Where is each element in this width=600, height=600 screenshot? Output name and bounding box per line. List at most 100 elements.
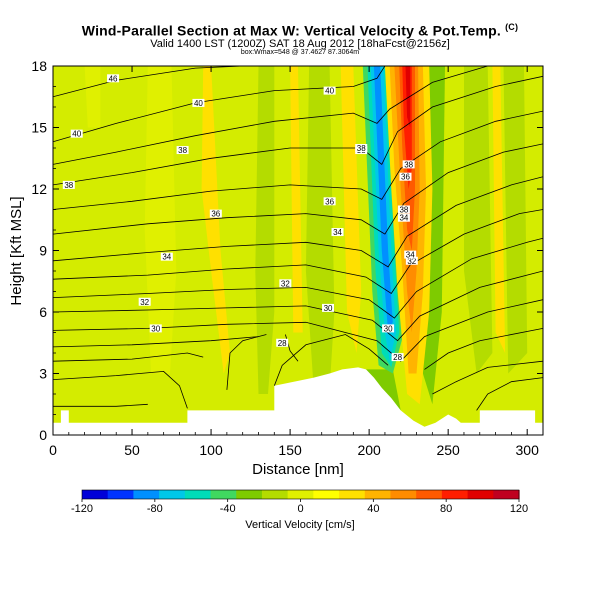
colorbar-cell <box>390 490 417 499</box>
theta-contour <box>53 66 386 143</box>
velocity-band <box>305 66 335 415</box>
theta-contour <box>476 377 543 411</box>
contour-label: 38 <box>64 181 73 190</box>
velocity-band <box>464 66 493 374</box>
contour-label-box <box>160 252 173 261</box>
colorbar-tick-label: -120 <box>71 503 93 515</box>
contour-label-box <box>107 74 120 83</box>
contour-label-box <box>404 250 417 259</box>
contour-label-box <box>331 228 344 237</box>
theta-contour <box>273 334 389 386</box>
contour-label: 30 <box>151 324 160 333</box>
contour-label-box <box>322 303 335 312</box>
contour-label: 40 <box>325 87 334 96</box>
theta-contour <box>53 270 543 342</box>
contour-label-box <box>402 160 415 169</box>
velocity-band <box>405 66 411 128</box>
contour-label-box <box>391 353 404 362</box>
x-tick-label: 50 <box>124 442 140 458</box>
colorbar-cell <box>416 490 443 499</box>
contour-label-box <box>397 213 410 222</box>
colorbar: -120 -80 -40 0 40 80 120 Vertical Velocity [cm… <box>71 489 528 531</box>
colorbar-tick-label: 0 <box>297 503 303 515</box>
velocity-field: 4640403838403836363434323230302838363432… <box>53 66 543 435</box>
colorbar-tick-label: 120 <box>510 503 528 515</box>
colorbar-cell <box>82 490 109 499</box>
contour-label-box <box>399 172 412 181</box>
colorbar-tick-label: -40 <box>220 503 236 515</box>
x-axis-label: Distance [nm] <box>252 461 344 478</box>
y-tick-label: 12 <box>31 181 47 197</box>
theta-contour <box>226 334 267 390</box>
contour-label: 38 <box>399 206 408 215</box>
theta-contour <box>53 370 188 409</box>
contour-label: 46 <box>109 74 118 83</box>
contour-label: 38 <box>357 144 366 153</box>
colorbar-tick-label: 80 <box>440 503 452 515</box>
chart-small-note: box:Wmax=548 @ 37.4627 87.3064m <box>240 49 360 56</box>
theta-contour <box>53 176 543 268</box>
colorbar-label: Vertical Velocity [cm/s] <box>245 519 354 531</box>
y-tick-label: 6 <box>39 304 47 320</box>
x-tick-label: 0 <box>49 442 57 458</box>
x-tick-label: 300 <box>516 442 540 458</box>
colorbar-cell <box>493 490 520 499</box>
y-tick-label: 18 <box>31 58 47 74</box>
contour-label-box <box>209 209 222 218</box>
contour-label-box <box>192 98 205 107</box>
colorbar-cell <box>441 490 469 499</box>
velocity-band <box>84 66 101 128</box>
chart-title: Wind-Parallel Section at Max W: Vertical… <box>81 22 519 39</box>
colorbar-cell <box>261 490 289 499</box>
contour-label: 30 <box>324 304 333 313</box>
contour-label: 34 <box>406 251 415 260</box>
contour-label-box <box>397 205 410 214</box>
colorbar-tick-label: -80 <box>147 503 163 515</box>
contour-label-box <box>62 180 75 189</box>
contour-label-box <box>323 197 336 206</box>
contour-label: 28 <box>278 339 287 348</box>
x-tick-label: 250 <box>436 442 460 458</box>
contour-label: 32 <box>407 257 416 266</box>
contour-label: 34 <box>333 228 342 237</box>
contour-label: 28 <box>393 353 402 362</box>
contour-label: 40 <box>72 130 81 139</box>
colorbar-cell <box>210 490 237 499</box>
contour-label-box <box>149 324 162 333</box>
velocity-band <box>373 66 393 333</box>
theta-contour <box>432 360 543 395</box>
theta-contour <box>53 143 543 235</box>
chart-subtitle: Valid 1400 LST (1200Z) SAT 18 Aug 2012 [… <box>150 38 450 50</box>
contour-label-box <box>138 297 151 306</box>
colorbar-tick-label: 40 <box>367 503 379 515</box>
colorbar-cell <box>364 490 392 499</box>
contour-label-box <box>405 256 418 265</box>
contour-label-box <box>176 146 189 155</box>
y-tick-label: 9 <box>39 243 47 259</box>
contour-label-box <box>70 129 83 138</box>
colorbar-cell <box>107 490 135 499</box>
colorbar-cell <box>236 490 263 499</box>
contour-label: 36 <box>325 197 334 206</box>
theta-contour <box>53 66 488 165</box>
velocity-band <box>255 66 275 394</box>
x-tick-label: 200 <box>357 442 381 458</box>
velocity-band <box>503 66 528 374</box>
theta-contour <box>53 237 543 319</box>
contour-label: 34 <box>162 253 171 262</box>
contour-label: 32 <box>281 279 290 288</box>
contour-label: 32 <box>140 298 149 307</box>
terrain-profile <box>53 367 543 435</box>
contour-label: 38 <box>404 160 413 169</box>
contour-label: 30 <box>384 324 393 333</box>
contour-label-box <box>279 279 292 288</box>
y-tick-label: 15 <box>31 120 47 136</box>
contour-label-box <box>276 338 289 347</box>
theta-contour <box>53 110 543 210</box>
y-tick-label: 3 <box>39 366 47 382</box>
colorbar-cell <box>184 490 212 499</box>
colorbar-cell <box>313 490 340 499</box>
contour-label-box <box>323 86 336 95</box>
theta-contour <box>53 403 148 407</box>
